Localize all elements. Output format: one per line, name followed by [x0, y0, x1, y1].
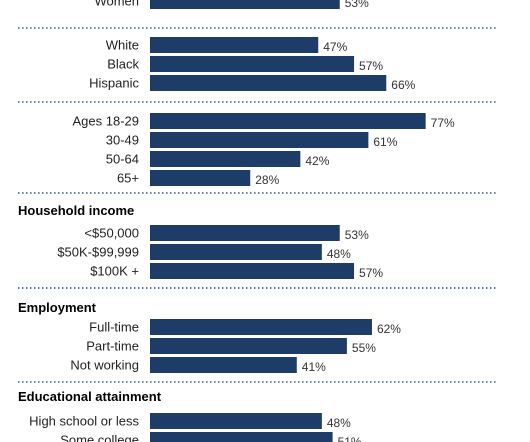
- bar: [150, 37, 319, 53]
- category-label: Not working: [70, 358, 139, 373]
- category-label: $100K +: [90, 264, 139, 279]
- value-label: 77%: [431, 116, 455, 130]
- category-label: 65+: [117, 171, 139, 186]
- category-label: Women: [94, 0, 139, 9]
- value-label: 53%: [345, 228, 369, 242]
- value-label: 66%: [391, 78, 415, 92]
- bar: [150, 413, 322, 429]
- category-label: High school or less: [29, 414, 139, 429]
- value-label: 55%: [352, 341, 376, 355]
- category-label: $50K-$99,999: [57, 245, 139, 260]
- value-label: 48%: [327, 416, 351, 430]
- bar: [150, 225, 340, 241]
- category-label: <$50,000: [84, 226, 139, 241]
- value-label: 48%: [327, 247, 351, 261]
- bar: [150, 75, 387, 91]
- value-label: 57%: [359, 59, 383, 73]
- group-title: Educational attainment: [18, 389, 162, 404]
- category-label: White: [106, 38, 139, 53]
- bar: [150, 151, 301, 167]
- group-title: Employment: [18, 300, 97, 315]
- bar: [150, 319, 372, 335]
- bar: [150, 338, 347, 354]
- bar: [150, 432, 333, 442]
- bar: [150, 56, 355, 72]
- category-label: 30-49: [106, 133, 139, 148]
- value-label: 53%: [345, 0, 369, 10]
- category-label: Full-time: [89, 320, 139, 335]
- bar: [150, 132, 369, 148]
- value-label: 47%: [323, 40, 347, 54]
- bar: [150, 357, 297, 373]
- category-label: Ages 18-29: [73, 114, 140, 129]
- bar: [150, 113, 426, 129]
- category-label: Hispanic: [89, 76, 139, 91]
- bar: [150, 0, 340, 9]
- bar: [150, 263, 355, 279]
- category-label: Some college: [60, 433, 139, 442]
- value-label: 41%: [302, 360, 326, 374]
- group-title: Household income: [18, 203, 134, 218]
- value-label: 51%: [338, 435, 362, 442]
- bar: [150, 170, 251, 186]
- value-label: 57%: [359, 266, 383, 280]
- value-label: 42%: [305, 154, 329, 168]
- category-label: Part-time: [86, 339, 139, 354]
- value-label: 62%: [377, 322, 401, 336]
- category-label: Black: [107, 57, 139, 72]
- value-label: 28%: [255, 173, 279, 187]
- value-label: 61%: [373, 135, 397, 149]
- category-label: 50-64: [106, 152, 139, 167]
- bar: [150, 244, 322, 260]
